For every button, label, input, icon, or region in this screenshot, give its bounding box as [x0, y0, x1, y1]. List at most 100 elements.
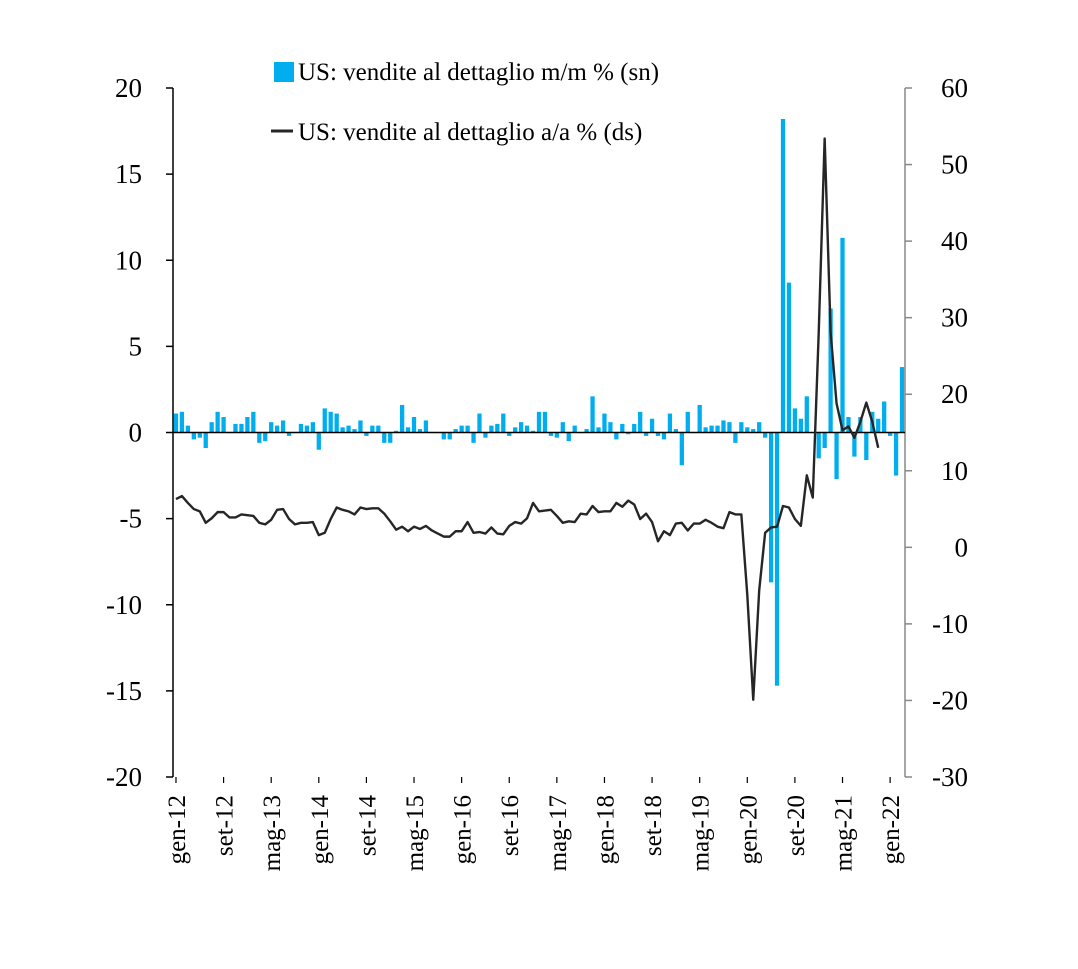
bar	[465, 425, 470, 433]
bar	[203, 432, 208, 448]
bar	[768, 432, 774, 583]
y-right-tick-label: -20	[932, 685, 968, 715]
x-tick-label: mag-17	[545, 795, 572, 871]
bar	[739, 422, 744, 433]
y-left-tick-label: 0	[129, 418, 143, 448]
bar	[340, 427, 345, 433]
x-tick-label: mag-19	[688, 795, 715, 871]
x-tick-label: mag-15	[402, 795, 429, 871]
bar	[757, 422, 762, 433]
bar	[239, 423, 244, 433]
bar	[197, 432, 202, 438]
bar	[643, 432, 649, 436]
y-right-tick-label: 10	[941, 456, 968, 486]
bar	[376, 425, 381, 433]
bar	[417, 429, 423, 433]
bar	[673, 429, 679, 433]
bar	[763, 432, 768, 438]
bar	[852, 432, 857, 457]
bar	[679, 432, 684, 466]
y-right-tick-label: 20	[941, 379, 968, 409]
bar	[590, 396, 595, 433]
x-tick-label: set-12	[212, 795, 239, 856]
bar	[548, 432, 554, 436]
bar	[316, 432, 321, 450]
bar	[882, 401, 887, 433]
bar	[310, 422, 315, 433]
bar	[524, 425, 530, 433]
y-left-tick-label: 10	[115, 245, 142, 275]
bar	[697, 404, 702, 433]
bar	[846, 417, 851, 433]
bar	[566, 432, 571, 442]
bar	[655, 432, 661, 436]
bar	[441, 432, 446, 440]
bar	[816, 432, 821, 459]
x-tick-label: gen-20	[735, 795, 762, 864]
bar	[715, 425, 720, 433]
bar	[733, 432, 738, 443]
bar	[661, 432, 667, 440]
bar	[411, 417, 417, 433]
bar	[334, 413, 339, 433]
bar	[453, 429, 458, 433]
bar	[667, 413, 673, 433]
y-left-tick-label: 15	[115, 159, 142, 189]
bar	[876, 418, 881, 433]
y-right-tick-label: -30	[932, 762, 968, 792]
bar	[542, 411, 548, 433]
y-left-tick-label: 20	[115, 73, 142, 103]
y-axis-right-ticks: 60 50 40 30 20 10 0 -10 -20 -30	[905, 73, 968, 792]
y-left-tick-label: -5	[120, 504, 143, 534]
line-series	[175, 137, 880, 701]
bar	[572, 425, 577, 433]
bar	[275, 425, 280, 433]
bar	[501, 413, 506, 433]
bar	[370, 425, 375, 433]
x-tick-label: mag-13	[259, 795, 286, 871]
bar	[560, 422, 565, 433]
bar-series	[173, 119, 905, 686]
bar	[774, 432, 780, 686]
bar	[703, 427, 708, 433]
bar	[215, 411, 220, 433]
bar	[530, 430, 536, 433]
y-right-tick-label: 40	[941, 226, 968, 256]
bar	[382, 432, 387, 443]
bar	[786, 282, 792, 433]
y-right-tick-label: -10	[932, 609, 968, 639]
bar	[304, 425, 310, 433]
bar	[388, 432, 393, 443]
bar	[792, 408, 798, 433]
bar	[399, 404, 405, 433]
bar	[471, 432, 476, 443]
x-tick-label: set-20	[783, 795, 810, 856]
y-right-tick-label: 30	[941, 303, 968, 333]
bar	[269, 422, 274, 433]
bar	[245, 417, 250, 433]
bar	[209, 422, 214, 433]
bar	[513, 427, 518, 433]
legend-label-line: US: vendite al dettaglio a/a % (ds)	[298, 119, 642, 146]
y-axis-left-ticks: 20 15 10 5 0 -5 -10 -15 -20	[106, 73, 173, 792]
bar	[596, 427, 601, 433]
axes	[172, 88, 906, 777]
bar	[483, 432, 488, 438]
legend-label-bars: US: vendite al dettaglio m/m % (sn)	[298, 59, 659, 86]
bar	[263, 432, 268, 442]
bar	[346, 425, 351, 433]
bar	[179, 411, 185, 433]
bar	[423, 420, 429, 433]
bar	[477, 413, 482, 433]
bar	[685, 411, 690, 433]
bar	[280, 420, 286, 433]
bar	[495, 423, 500, 433]
bar	[620, 423, 625, 433]
bar	[840, 237, 845, 433]
bar	[608, 422, 613, 433]
bar	[328, 411, 333, 433]
bar	[394, 430, 399, 433]
bar	[798, 418, 803, 433]
x-tick-label: set-16	[497, 795, 524, 856]
